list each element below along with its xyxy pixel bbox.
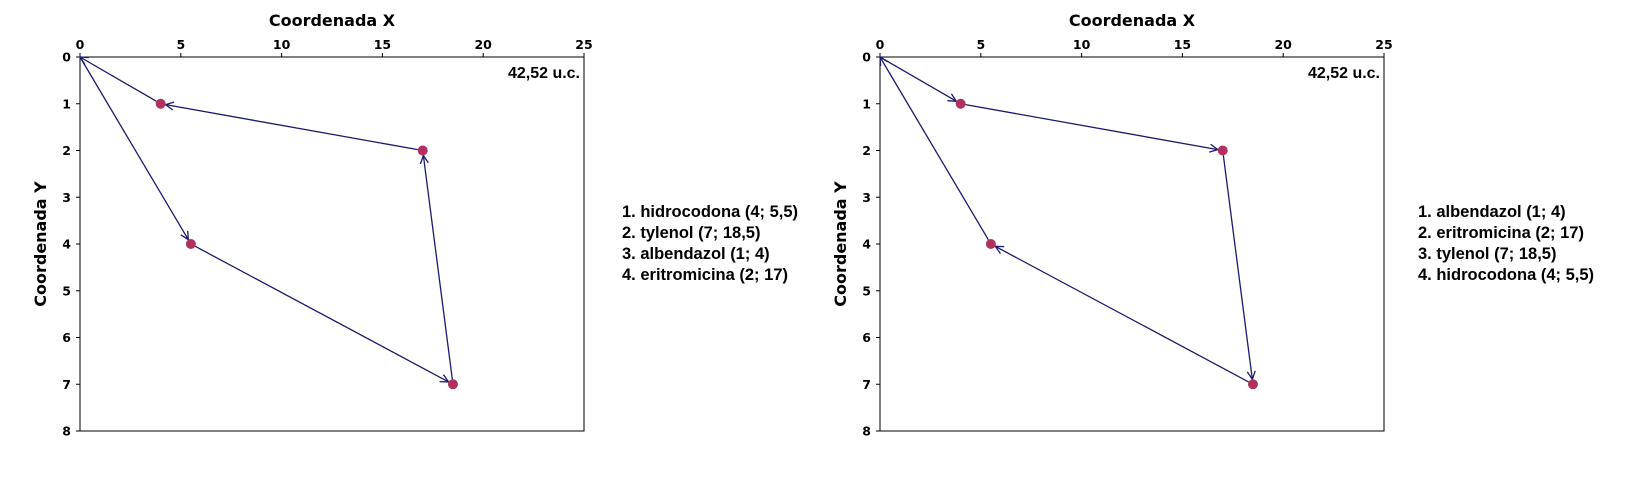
y-tick-label: 8	[62, 424, 71, 439]
data-point	[155, 98, 166, 109]
x-tick-label: 5	[976, 37, 985, 52]
distance-annotation: 42,52 u.c.	[1308, 65, 1380, 82]
y-tick-label: 4	[862, 237, 871, 252]
y-tick-label: 8	[862, 424, 871, 439]
y-tick-label: 0	[862, 50, 871, 65]
y-tick-label: 2	[62, 143, 71, 158]
route-arrow	[995, 246, 1249, 383]
x-tick-label: 15	[374, 37, 391, 52]
route-arrow	[880, 57, 989, 241]
data-point	[185, 239, 196, 249]
x-tick-label: 0	[76, 37, 85, 52]
distance-annotation: 42,52 u.c.	[508, 65, 580, 82]
data-point	[1247, 379, 1258, 390]
x-tick-label: 25	[575, 37, 592, 52]
route-arrow	[194, 245, 448, 382]
x-tick-label: 10	[273, 37, 291, 52]
legend-item: 1. albendazol (1; 4)	[1418, 203, 1566, 221]
x-tick-label: 20	[1274, 37, 1292, 52]
data-point	[447, 379, 458, 390]
plot-frame	[79, 56, 585, 432]
route-arrow	[166, 105, 418, 151]
y-tick-label: 6	[62, 330, 71, 345]
route-arrow	[965, 103, 1218, 150]
y-axis-title: Coordenada Y	[31, 181, 50, 307]
legend-item: 2. eritromicina (2; 17)	[1418, 224, 1584, 242]
plot-frame	[879, 56, 1385, 432]
chart-1: 0 5 10 15 20 25 0 1 2 3 4 5 6 7 8 Coordenada X Coordenad…	[31, 11, 798, 439]
x-tick-label: 5	[176, 37, 185, 52]
y-tick-label: 1	[862, 96, 871, 111]
chart-2: 0 5 10 15 20 25 0 1 2 3 4 5 6 7 8 Coordenada X Coordenad…	[831, 11, 1594, 439]
data-point	[985, 239, 996, 249]
legend-item: 3. albendazol (1; 4)	[622, 245, 770, 263]
y-tick-label: 4	[62, 237, 71, 252]
y-tick-label: 7	[62, 377, 71, 392]
x-tick-label: 25	[1375, 37, 1392, 52]
x-axis-title: Coordenada X	[269, 11, 396, 30]
legend-item: 2. tylenol (7; 18,5)	[622, 224, 760, 242]
data-point	[1217, 145, 1228, 156]
y-tick-label: 3	[862, 190, 871, 205]
x-tick-label: 20	[474, 37, 492, 52]
data-point	[955, 98, 966, 109]
x-tick-label: 10	[1073, 37, 1091, 52]
legend-item: 4. eritromicina (2; 17)	[622, 266, 788, 284]
x-tick-label: 0	[876, 37, 885, 52]
y-tick-label: 0	[62, 50, 71, 65]
y-tick-label: 7	[862, 377, 871, 392]
x-tick-label: 15	[1174, 37, 1191, 52]
data-point	[417, 145, 428, 156]
route-arrow	[879, 56, 956, 101]
y-tick-label: 6	[862, 330, 871, 345]
y-tick-label: 3	[62, 190, 71, 205]
x-axis-title: Coordenada X	[1069, 11, 1196, 30]
route-arrow	[79, 56, 188, 240]
y-tick-label: 1	[62, 96, 71, 111]
y-tick-label: 5	[862, 283, 871, 298]
route-arrow	[1222, 155, 1252, 379]
y-axis-title: Coordenada Y	[831, 181, 850, 307]
legend-item: 4. hidrocodona (4; 5,5)	[1418, 266, 1594, 284]
route-arrow	[80, 57, 157, 102]
y-tick-label: 5	[62, 283, 71, 298]
legend-item: 1. hidrocodona (4; 5,5)	[622, 203, 798, 221]
legend-item: 3. tylenol (7; 18,5)	[1418, 245, 1556, 263]
route-arrow	[423, 155, 453, 380]
y-tick-label: 2	[862, 143, 871, 158]
